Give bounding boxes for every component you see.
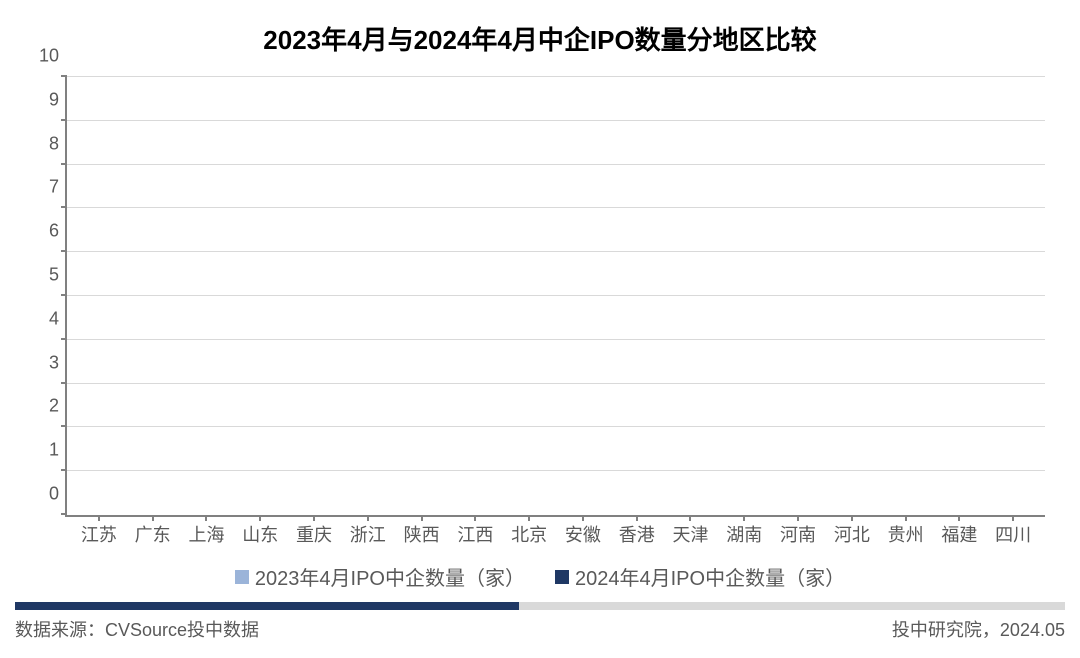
x-axis-label: 河南 — [780, 521, 816, 547]
x-tick-mark — [689, 515, 691, 521]
x-axis-label: 浙江 — [350, 521, 386, 547]
x-tick-mark — [259, 515, 261, 521]
gridline — [67, 251, 1045, 252]
gridline — [67, 470, 1045, 471]
x-axis-label: 重庆 — [296, 521, 332, 547]
y-tick-mark — [61, 469, 67, 471]
footer-credit: 投中研究院，2024.05 — [892, 616, 1065, 642]
y-tick-mark — [61, 382, 67, 384]
y-axis-label: 2 — [49, 396, 59, 417]
x-tick-mark — [313, 515, 315, 521]
legend-label: 2023年4月IPO中企数量（家） — [255, 562, 525, 591]
x-tick-mark — [636, 515, 638, 521]
x-axis-label: 福建 — [941, 521, 977, 547]
y-axis-label: 7 — [49, 177, 59, 198]
y-tick-mark — [61, 294, 67, 296]
divider-right — [519, 602, 1065, 610]
x-tick-mark — [851, 515, 853, 521]
y-axis-label: 10 — [39, 46, 59, 67]
plot-area: 江苏广东上海山东重庆浙江陕西江西北京安徽香港天津湖南河南河北贵州福建四川 012… — [65, 77, 1045, 517]
y-axis-label: 4 — [49, 308, 59, 329]
footer-divider — [15, 602, 1065, 610]
x-tick-mark — [528, 515, 530, 521]
footer: 数据来源：CVSource投中数据 投中研究院，2024.05 — [15, 616, 1065, 642]
y-tick-mark — [61, 75, 67, 77]
chart-title: 2023年4月与2024年4月中企IPO数量分地区比较 — [15, 20, 1065, 57]
legend-item: 2024年4月IPO中企数量（家） — [555, 562, 845, 591]
legend-label: 2024年4月IPO中企数量（家） — [575, 562, 845, 591]
x-tick-mark — [474, 515, 476, 521]
x-axis-label: 河北 — [834, 521, 870, 547]
x-axis-label: 四川 — [995, 521, 1031, 547]
y-tick-mark — [61, 163, 67, 165]
gridline — [67, 76, 1045, 77]
y-axis-label: 3 — [49, 352, 59, 373]
y-tick-mark — [61, 206, 67, 208]
x-axis-label: 安徽 — [565, 521, 601, 547]
gridline — [67, 383, 1045, 384]
y-tick-mark — [61, 425, 67, 427]
x-tick-mark — [582, 515, 584, 521]
x-tick-mark — [205, 515, 207, 521]
x-tick-mark — [905, 515, 907, 521]
y-axis-label: 0 — [49, 484, 59, 505]
divider-left — [15, 602, 519, 610]
legend-item: 2023年4月IPO中企数量（家） — [235, 562, 525, 591]
x-axis-label: 贵州 — [888, 521, 924, 547]
y-axis-label: 8 — [49, 133, 59, 154]
footer-source: 数据来源：CVSource投中数据 — [15, 616, 259, 642]
gridline — [67, 207, 1045, 208]
x-tick-mark — [421, 515, 423, 521]
x-tick-mark — [98, 515, 100, 521]
x-tick-mark — [367, 515, 369, 521]
x-tick-mark — [797, 515, 799, 521]
x-axis-label: 江苏 — [81, 521, 117, 547]
x-axis-label: 北京 — [511, 521, 547, 547]
bars-container: 江苏广东上海山东重庆浙江陕西江西北京安徽香港天津湖南河南河北贵州福建四川 — [67, 77, 1045, 515]
y-axis-label: 6 — [49, 221, 59, 242]
gridline — [67, 120, 1045, 121]
chart-container: 2023年4月与2024年4月中企IPO数量分地区比较 江苏广东上海山东重庆浙江… — [0, 0, 1080, 658]
x-axis-label: 江西 — [457, 521, 493, 547]
x-axis-label: 湖南 — [726, 521, 762, 547]
y-tick-mark — [61, 338, 67, 340]
gridline — [67, 339, 1045, 340]
y-axis-label: 5 — [49, 265, 59, 286]
x-axis-label: 天津 — [672, 521, 708, 547]
x-axis-label: 山东 — [242, 521, 278, 547]
gridline — [67, 426, 1045, 427]
x-tick-mark — [152, 515, 154, 521]
y-tick-mark — [61, 250, 67, 252]
gridline — [67, 164, 1045, 165]
y-axis-label: 1 — [49, 440, 59, 461]
legend: 2023年4月IPO中企数量（家） 2024年4月IPO中企数量（家） — [15, 562, 1065, 591]
x-tick-mark — [958, 515, 960, 521]
y-axis-label: 9 — [49, 89, 59, 110]
gridline — [67, 295, 1045, 296]
x-axis-label: 陕西 — [404, 521, 440, 547]
x-tick-mark — [1012, 515, 1014, 521]
y-tick-mark — [61, 119, 67, 121]
x-axis-label: 广东 — [135, 521, 171, 547]
y-tick-mark — [61, 513, 67, 515]
legend-swatch — [235, 570, 249, 584]
x-axis-label: 上海 — [188, 521, 224, 547]
x-axis-label: 香港 — [619, 521, 655, 547]
legend-swatch — [555, 570, 569, 584]
x-tick-mark — [743, 515, 745, 521]
